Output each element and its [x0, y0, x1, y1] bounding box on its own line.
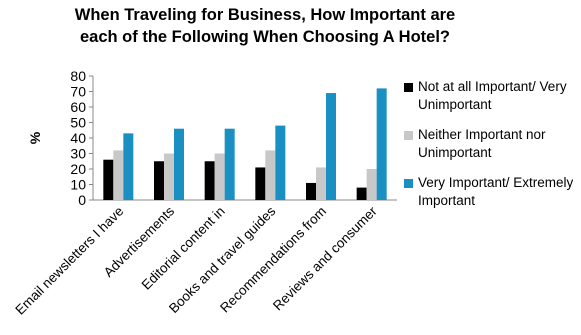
- bar-1-3: [204, 161, 215, 200]
- legend-swatch-neither: [404, 131, 413, 140]
- bar-2-5: [316, 167, 326, 200]
- legend-label-very-important: Very Important/ Extremely Important: [418, 175, 574, 208]
- legend-item-neither: Neither Important nor Unimportant: [398, 126, 581, 162]
- y-tick-label: 30: [70, 146, 86, 162]
- bar-1-1: [103, 159, 114, 200]
- y-tick-label: 50: [70, 115, 86, 131]
- y-tick-label: 70: [70, 84, 86, 100]
- bar-3-2: [174, 128, 184, 200]
- legend-item-very-important: Very Important/ Extremely Important: [398, 174, 581, 210]
- bar-3-3: [224, 128, 235, 200]
- bar-2-6: [366, 169, 377, 200]
- bar-3-4: [275, 125, 286, 200]
- bar-1-6: [356, 187, 367, 200]
- chart-title: When Traveling for Business, How Importa…: [74, 6, 456, 46]
- bar-1-2: [154, 161, 164, 200]
- bar-3-1: [123, 133, 134, 200]
- y-tick-label: 20: [70, 161, 86, 177]
- bar-3-6: [376, 88, 387, 200]
- y-tick-label: 0: [78, 192, 86, 208]
- legend-label-not-important: Not at all Important/ Very Unimportant: [418, 79, 567, 112]
- bar-2-4: [265, 150, 276, 200]
- y-tick-label: 60: [70, 99, 86, 115]
- y-tick-label: 10: [70, 177, 86, 193]
- legend: Not at all Important/ Very Unimportant N…: [398, 78, 581, 222]
- legend-swatch-very-important: [404, 179, 413, 188]
- y-tick-label: 80: [70, 68, 86, 84]
- bar-2-1: [113, 150, 124, 200]
- legend-item-not-important: Not at all Important/ Very Unimportant: [398, 78, 581, 114]
- legend-label-neither: Neither Important nor Unimportant: [418, 127, 546, 160]
- bar-3-5: [326, 93, 336, 200]
- bar-1-5: [306, 182, 316, 200]
- bar-2-3: [214, 153, 225, 200]
- legend-swatch-not-important: [404, 83, 413, 92]
- x-tick-label: Reviews and consumer: [270, 203, 380, 313]
- y-axis-label: %: [27, 131, 43, 144]
- bar-1-4: [255, 167, 266, 200]
- bar-2-2: [164, 153, 174, 200]
- y-tick-label: 40: [70, 130, 86, 146]
